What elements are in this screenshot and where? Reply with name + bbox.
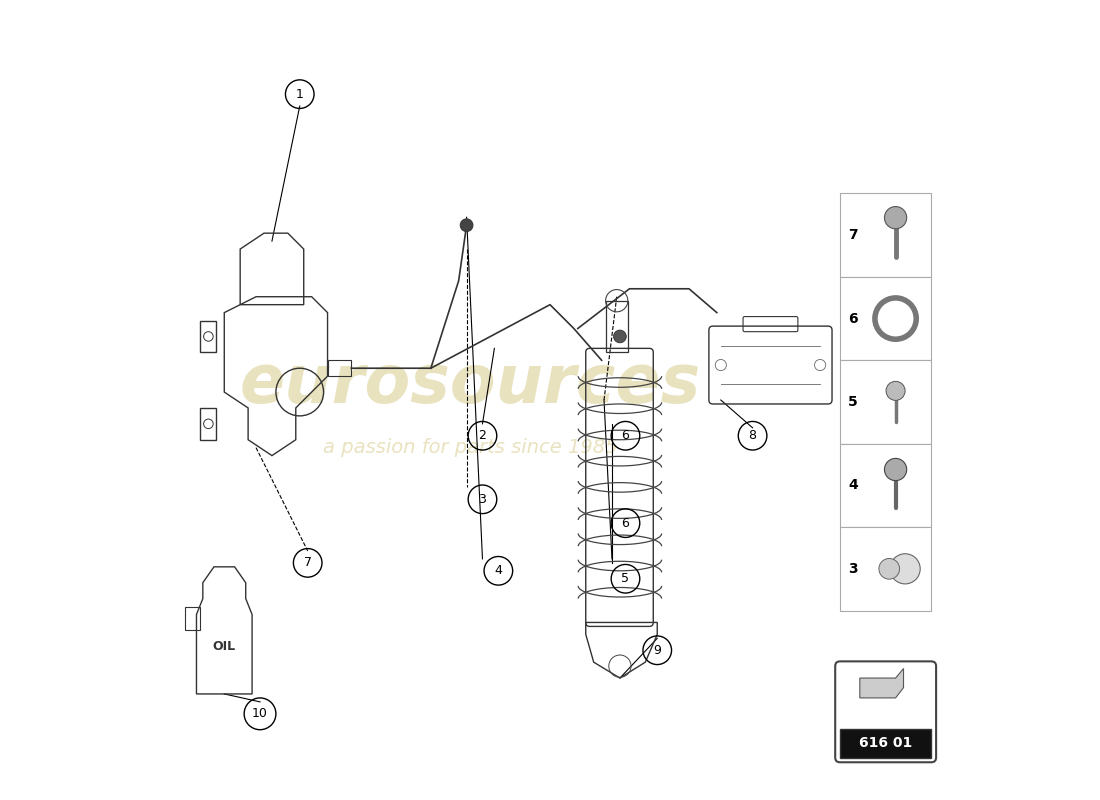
Text: OIL: OIL [212,640,235,653]
Text: 3: 3 [478,493,486,506]
Bar [840,527,932,610]
Text: eurosources: eurosources [240,351,701,417]
Text: 6: 6 [621,430,629,442]
Bar [840,360,932,444]
Text: 4: 4 [848,478,858,493]
Text: 3: 3 [848,562,858,576]
Circle shape [886,308,906,329]
Text: 7: 7 [304,556,311,570]
Circle shape [887,382,905,400]
Text: 9: 9 [653,644,661,657]
Circle shape [890,554,921,584]
Circle shape [460,219,473,231]
Bar [840,194,932,277]
Text: 616 01: 616 01 [859,736,912,750]
FancyBboxPatch shape [835,662,936,762]
Text: 5: 5 [848,395,858,409]
Text: 6: 6 [848,311,858,326]
Circle shape [614,330,626,342]
Text: 6: 6 [621,517,629,530]
Text: 4: 4 [494,564,503,578]
Polygon shape [860,669,903,698]
Circle shape [884,458,906,481]
Bar [840,729,932,758]
Circle shape [884,206,906,229]
Text: 5: 5 [621,572,629,586]
Text: 7: 7 [848,228,858,242]
Bar [840,277,932,360]
Text: a passion for parts since 1985: a passion for parts since 1985 [323,438,618,457]
Text: 10: 10 [252,707,268,720]
Bar [606,301,628,352]
Text: 1: 1 [296,88,304,101]
Text: 8: 8 [749,430,757,442]
Bar [840,444,932,527]
Circle shape [879,558,900,579]
Text: 2: 2 [478,430,486,442]
